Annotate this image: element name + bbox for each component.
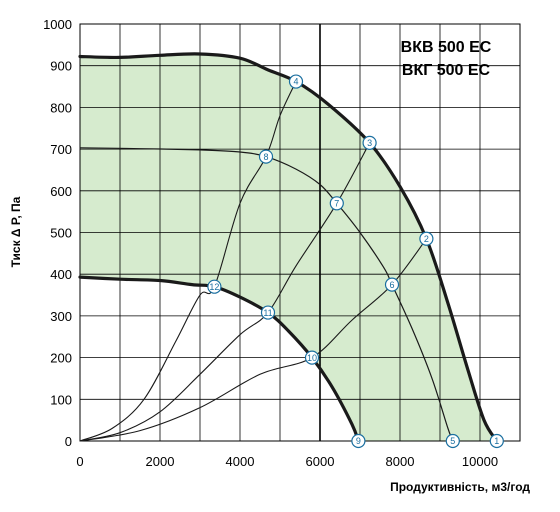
marker-1: 1	[489, 433, 504, 449]
x-tick-label: 8000	[386, 454, 415, 469]
marker-label: 2	[424, 234, 429, 244]
x-tick-label: 2000	[146, 454, 175, 469]
y-tick-label: 800	[50, 100, 72, 115]
marker-circle	[419, 231, 434, 246]
marker-label: 9	[356, 436, 361, 446]
marker-circle	[260, 305, 276, 320]
model-label-1: ВКВ 500 ЕС	[401, 39, 492, 56]
marker-circle	[445, 433, 460, 449]
system-curve-s1	[79, 81, 297, 442]
y-tick-label: 400	[50, 267, 72, 282]
x-tick-label: 0	[76, 454, 83, 469]
marker-circle	[258, 149, 274, 164]
marker-label: 11	[263, 308, 272, 318]
marker-7: 7	[329, 196, 344, 211]
y-tick-label: 500	[50, 226, 72, 241]
marker-5: 5	[445, 433, 460, 449]
y-tick-label: 200	[50, 351, 72, 366]
plot-border	[79, 23, 521, 442]
fan-curve-max	[78, 52, 499, 443]
marker-8: 8	[258, 149, 274, 164]
marker-label: 6	[389, 280, 394, 290]
y-tick-label: 700	[50, 142, 72, 157]
marker-3: 3	[362, 135, 377, 150]
marker-circle	[329, 196, 344, 211]
marker-label: 10	[307, 353, 317, 363]
x-tick-label: 6000	[306, 454, 335, 469]
marker-4: 4	[288, 74, 304, 89]
marker-12: 12	[207, 279, 222, 294]
marker-circle	[351, 433, 366, 449]
marker-circle	[384, 277, 400, 292]
y-tick-label: 100	[50, 392, 72, 407]
fan-curve-min	[78, 275, 360, 443]
marker-label: 4	[293, 77, 298, 87]
marker-11: 11	[260, 305, 276, 320]
x-tick-label: 4000	[226, 454, 255, 469]
marker-circle	[207, 279, 222, 294]
marker-label: 1	[494, 436, 499, 446]
system-curve-s2	[79, 142, 371, 442]
y-tick-label: 900	[50, 59, 72, 74]
operating-area	[80, 53, 497, 442]
marker-circle	[362, 135, 377, 150]
y-tick-label: 300	[50, 309, 72, 324]
y-axis-title: Тиск Δ P, Па	[9, 196, 23, 267]
marker-circle	[304, 350, 320, 365]
marker-9: 9	[351, 433, 366, 449]
marker-label: 5	[450, 436, 455, 446]
marker-label: 8	[263, 152, 268, 162]
marker-circle	[288, 74, 304, 89]
marker-label: 7	[334, 199, 339, 209]
marker-circle	[489, 433, 504, 449]
marker-6: 6	[384, 277, 400, 292]
x-tick-label: 10000	[462, 454, 498, 469]
marker-label: 3	[367, 138, 372, 148]
y-tick-label: 1000	[43, 17, 72, 32]
y-tick-label: 0	[65, 434, 72, 449]
marker-10: 10	[304, 350, 320, 365]
marker-label: 12	[209, 282, 219, 292]
model-label-2: ВКГ 500 ЕС	[402, 62, 491, 79]
x-axis-title: Продуктивність, м3/год	[390, 480, 530, 494]
y-tick-label: 600	[50, 184, 72, 199]
marker-2: 2	[419, 231, 434, 246]
